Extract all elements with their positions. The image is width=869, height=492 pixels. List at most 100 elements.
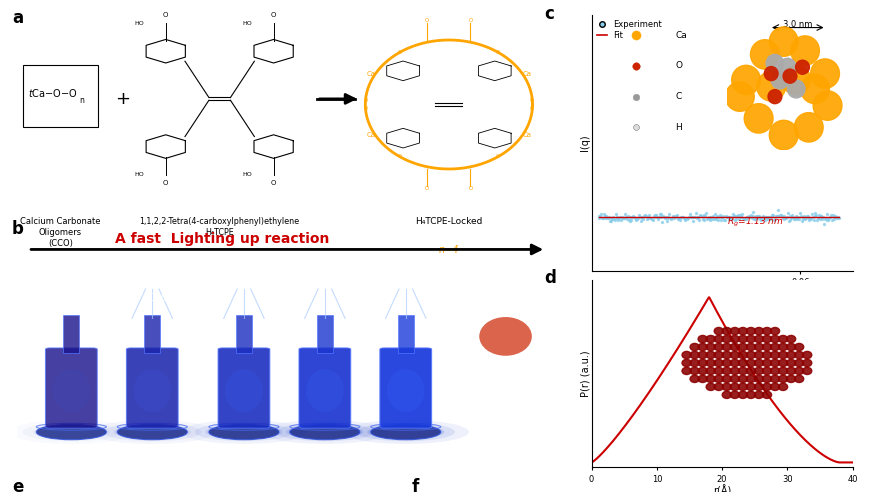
Point (759, 213, 773, 220)
Point (687, 213, 701, 221)
Point (637, 212, 651, 219)
Point (798, 214, 812, 221)
Point (626, 212, 640, 220)
Point (726, 215, 740, 223)
Point (805, 213, 819, 220)
Point (702, 215, 716, 222)
Point (751, 213, 765, 220)
Point (679, 214, 693, 222)
Point (635, 215, 649, 222)
Text: CCO: CCO (146, 293, 169, 303)
Point (676, 214, 690, 222)
Point (830, 213, 844, 221)
Text: HO: HO (134, 172, 144, 177)
Point (607, 216, 621, 224)
Point (711, 213, 725, 221)
Point (816, 219, 830, 227)
Point (791, 215, 805, 222)
Point (669, 212, 683, 219)
Point (823, 211, 837, 218)
Point (700, 215, 713, 223)
Point (694, 212, 708, 220)
Text: a: a (12, 9, 23, 27)
Point (628, 214, 642, 222)
Text: n: n (79, 95, 84, 104)
Text: c: c (544, 4, 554, 23)
Point (800, 215, 814, 223)
Text: O: O (529, 98, 534, 103)
Point (611, 216, 625, 224)
Text: O: O (270, 180, 276, 186)
Point (821, 214, 835, 222)
Text: O: O (163, 12, 169, 18)
Point (799, 212, 813, 219)
Point (683, 213, 697, 221)
Point (647, 214, 661, 221)
Point (779, 215, 793, 222)
Point (737, 215, 751, 223)
Point (780, 209, 794, 217)
Point (786, 213, 799, 221)
Y-axis label: P(r) (a.u.): P(r) (a.u.) (580, 351, 589, 397)
Point (689, 214, 703, 221)
Point (789, 215, 803, 223)
FancyBboxPatch shape (380, 348, 431, 428)
Point (726, 213, 740, 220)
Point (644, 215, 658, 223)
Point (620, 212, 634, 219)
Point (754, 214, 768, 222)
Point (685, 214, 699, 221)
Point (707, 211, 721, 218)
Point (623, 217, 637, 225)
Point (680, 214, 694, 221)
Point (639, 215, 653, 223)
Point (643, 214, 657, 221)
Point (604, 215, 618, 222)
Point (742, 214, 756, 221)
Point (799, 213, 813, 220)
Point (633, 217, 647, 225)
Point (649, 213, 663, 220)
Point (700, 215, 714, 222)
Ellipse shape (114, 425, 190, 439)
Point (721, 215, 735, 222)
Point (814, 215, 828, 223)
Point (696, 211, 710, 218)
Point (687, 214, 700, 221)
FancyBboxPatch shape (218, 348, 269, 428)
Point (599, 213, 613, 220)
Point (667, 215, 680, 222)
Point (619, 214, 633, 221)
Point (764, 212, 778, 220)
Point (593, 212, 607, 220)
Point (610, 213, 624, 221)
Point (806, 216, 819, 224)
Point (820, 216, 834, 224)
Point (686, 217, 700, 225)
Point (746, 215, 760, 223)
Point (810, 215, 824, 222)
Point (729, 212, 743, 220)
Ellipse shape (286, 425, 363, 439)
Text: 1,1,2,2-Tetra(4-carboxylphenyl)ethylene
H₄TCPE: 1,1,2,2-Tetra(4-carboxylphenyl)ethylene … (139, 216, 300, 237)
Point (661, 211, 675, 218)
Text: HO: HO (242, 172, 252, 177)
Point (627, 214, 641, 221)
Point (811, 211, 825, 219)
Text: H₄TCPE in
ethanol: H₄TCPE in ethanol (21, 304, 68, 326)
Ellipse shape (289, 424, 360, 440)
Point (675, 214, 689, 221)
Point (646, 212, 660, 219)
Text: b: b (12, 220, 23, 238)
Text: O: O (468, 18, 472, 23)
Text: f: f (411, 478, 418, 492)
Point (720, 213, 733, 221)
Text: O: O (397, 154, 401, 159)
Point (802, 215, 816, 222)
Point (609, 214, 623, 222)
Point (671, 214, 685, 222)
Ellipse shape (387, 369, 424, 412)
Point (734, 210, 748, 217)
Point (738, 215, 752, 223)
Point (624, 216, 638, 224)
